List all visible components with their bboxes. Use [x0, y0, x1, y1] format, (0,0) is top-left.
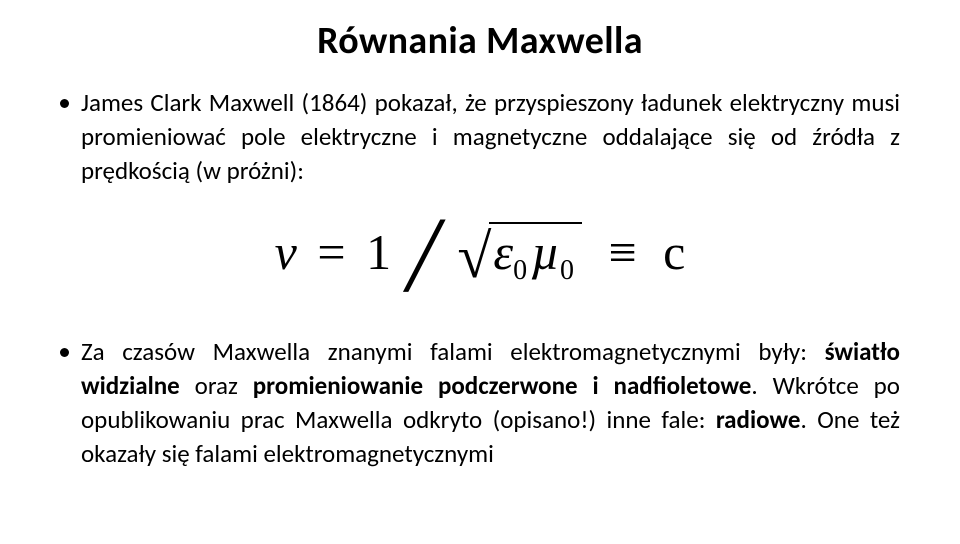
b2-b3: radiowe [716, 404, 801, 435]
eq-mu-sub: 0 [560, 255, 574, 286]
eq-radicand: ε0µ0 [489, 222, 582, 285]
eq-rhs: c [663, 224, 685, 280]
slide-title: Równania Maxwella [60, 18, 900, 64]
eq-lhs: v [275, 224, 297, 280]
b2-t2: oraz [180, 370, 253, 401]
bullet-dot-icon [60, 99, 69, 108]
bullet-2: Za czasów Maxwella znanymi falami elektr… [60, 335, 900, 470]
bullet-1: James Clark Maxwell (1864) pokazał, że p… [60, 86, 900, 187]
eq-eps-sub: 0 [513, 255, 527, 286]
eq-equiv: ≡ [594, 224, 650, 280]
eq-slash: ╱ [404, 223, 445, 291]
bullet-dot-icon [60, 348, 69, 357]
slide: Równania Maxwella James Clark Maxwell (1… [0, 0, 960, 544]
bullet-1-text: James Clark Maxwell (1864) pokazał, że p… [81, 86, 900, 187]
eq-one: 1 [366, 224, 391, 280]
b2-b2: promieniowanie podczerwone i nadfioletow… [253, 370, 752, 401]
equation: v = 1 ╱ √ε0µ0 ≡ c [60, 219, 900, 293]
b2-t1: Za czasów Maxwella znanymi falami elektr… [81, 336, 825, 367]
eq-mu: µ [531, 224, 560, 280]
radical-icon: √ [457, 222, 491, 293]
eq-eps: ε [493, 224, 513, 280]
eq-equals: = [309, 224, 353, 280]
bullet-2-text: Za czasów Maxwella znanymi falami elektr… [81, 335, 900, 470]
eq-sqrt: √ε0µ0 [457, 222, 582, 293]
